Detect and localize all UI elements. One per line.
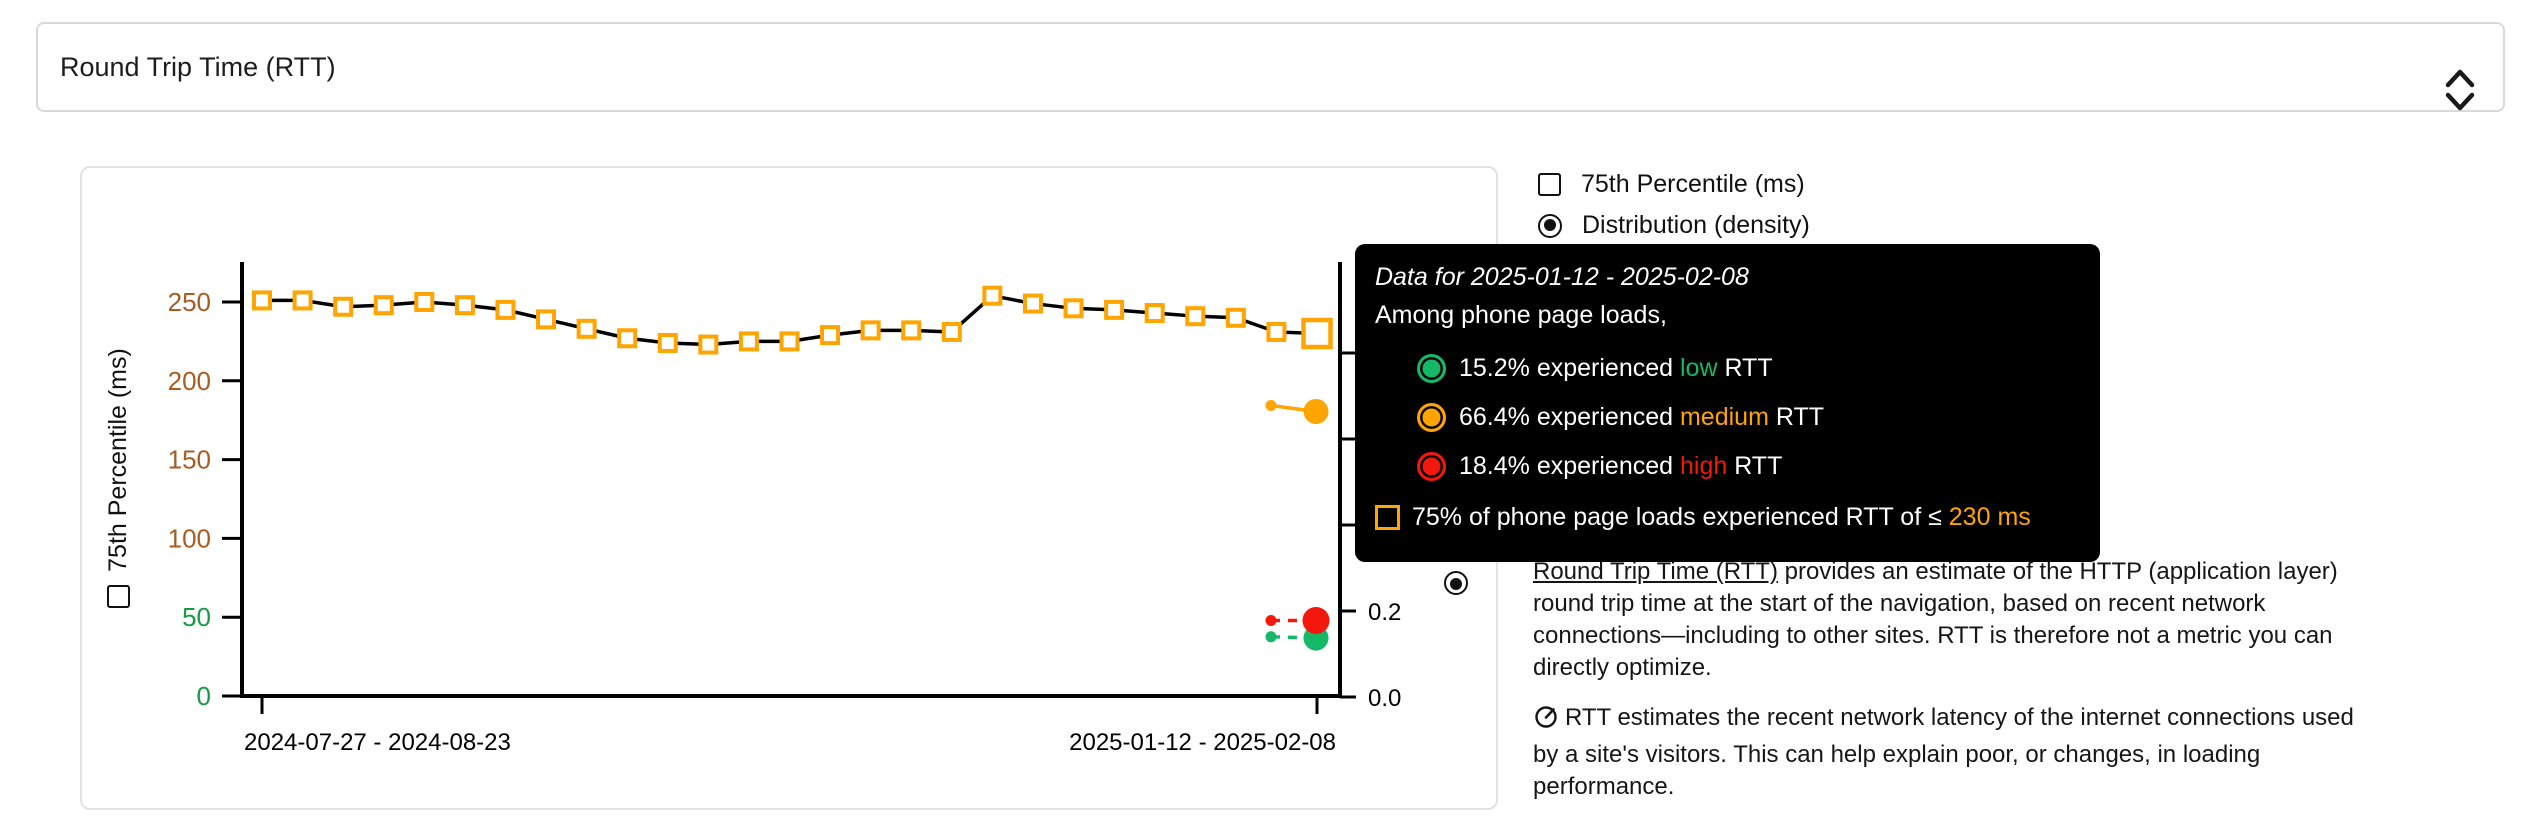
tooltip-row-text: 15.2% experienced low RTT [1459, 354, 1773, 382]
metric-description: Round Trip Time (RTT) provides an estima… [1533, 556, 2493, 803]
tooltip-row-high: 18.4% experienced high RTT [1417, 442, 2080, 491]
percentile-checkbox[interactable] [1538, 173, 1561, 196]
legend-item-percentile: 75th Percentile (ms) [1538, 170, 1810, 199]
description-paragraph-1: Round Trip Time (RTT) provides an estima… [1533, 558, 2338, 681]
speed-gauge-icon [1533, 704, 1559, 739]
distribution-radio[interactable] [1538, 213, 1562, 238]
percentile-square-icon [1375, 505, 1400, 530]
description-paragraph-2: RTT estimates the recent network latency… [1533, 704, 2354, 800]
legend-label-distribution: Distribution (density) [1582, 211, 1810, 239]
y-axis-label-text: 75th Percentile (ms) [103, 348, 132, 572]
tooltip-footer-text: 75% of phone page loads experienced RTT … [1412, 503, 2031, 531]
percentile-axis-checkbox[interactable] [106, 584, 130, 608]
tooltip-row-medium: 66.4% experienced medium RTT [1417, 393, 2080, 442]
metric-select-value: Round Trip Time (RTT) [60, 51, 336, 82]
legend-label-percentile: 75th Percentile (ms) [1581, 170, 1805, 198]
medium-dot-icon [1417, 403, 1446, 432]
rtt-doc-link[interactable]: Round Trip Time (RTT) [1533, 558, 1778, 585]
chart-tooltip: Data for 2025-01-12 - 2025-02-08 Among p… [1355, 244, 2100, 562]
legend-item-distribution: Distribution (density) [1538, 211, 1810, 240]
select-updown-icon [2443, 66, 2477, 119]
metric-select[interactable]: Round Trip Time (RTT) [36, 22, 2505, 112]
chart-card [80, 166, 1498, 810]
tooltip-subtitle: Among phone page loads, [1375, 301, 1667, 329]
tooltip-title: Data for 2025-01-12 - 2025-02-08 [1375, 263, 1749, 291]
tooltip-rows: 15.2% experienced low RTT 66.4% experien… [1417, 344, 2080, 491]
low-dot-icon [1417, 354, 1446, 383]
series-legend: 75th Percentile (ms) Distribution (densi… [1538, 170, 1810, 240]
high-dot-icon [1417, 452, 1446, 481]
tooltip-row-text: 18.4% experienced high RTT [1459, 452, 1783, 480]
tooltip-row-text: 66.4% experienced medium RTT [1459, 403, 1824, 431]
tooltip-footer: 75% of phone page loads experienced RTT … [1375, 493, 2080, 542]
tooltip-row-low: 15.2% experienced low RTT [1417, 344, 2080, 393]
distribution-axis-radio[interactable] [1444, 571, 1468, 596]
y-axis-label: 75th Percentile (ms) [101, 338, 135, 618]
